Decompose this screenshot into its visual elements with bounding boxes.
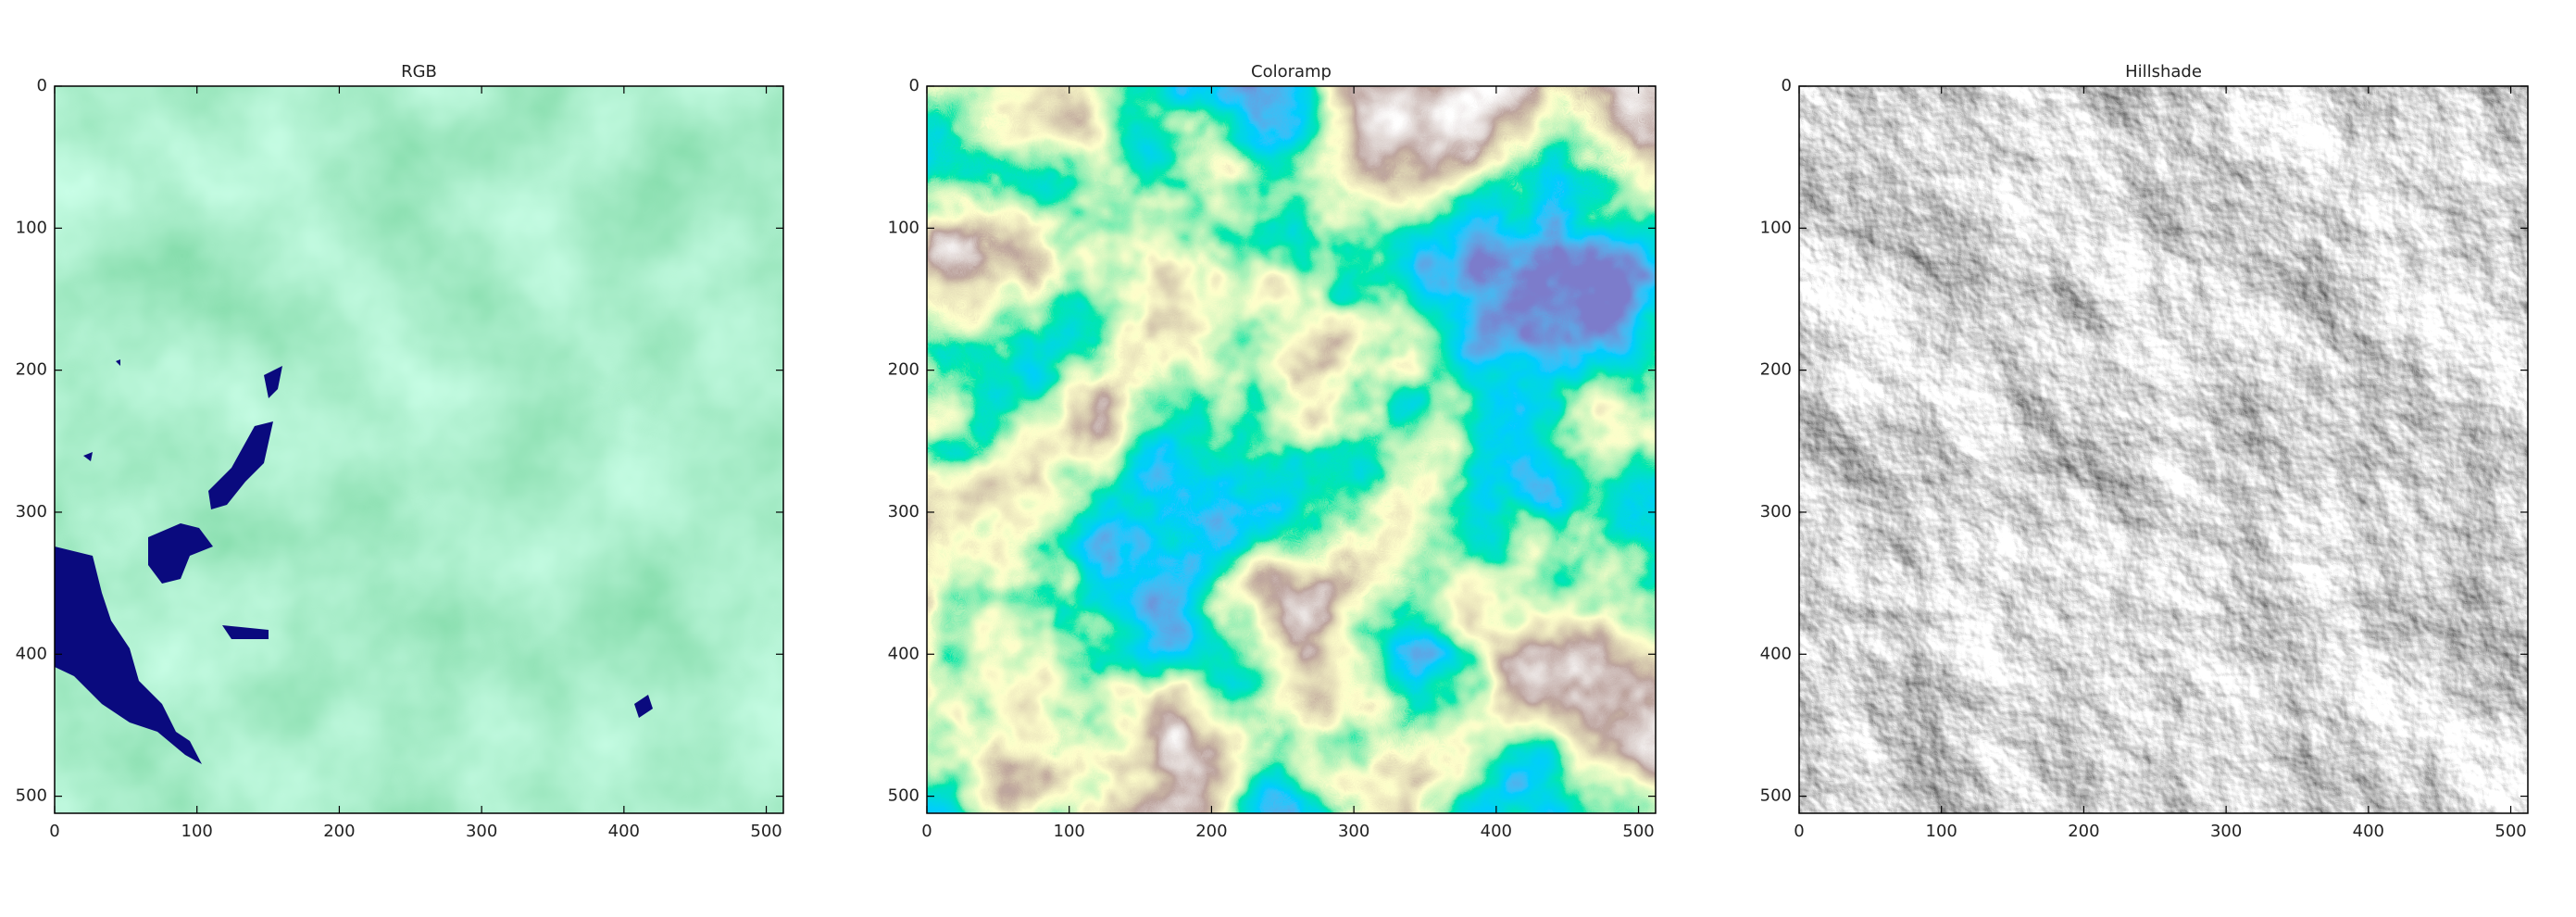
chart-title: Hillshade	[2125, 62, 2202, 82]
x-tick-label: 500	[2495, 822, 2526, 841]
x-tick-label: 200	[1195, 822, 1227, 841]
y-tick-label: 200	[888, 360, 919, 380]
x-tick-label: 0	[921, 822, 932, 841]
x-tick-label: 100	[1054, 822, 1085, 841]
y-tick-label: 0	[37, 76, 47, 95]
y-tick-label: 500	[16, 786, 47, 806]
y-tick-label: 200	[1760, 360, 1792, 380]
image-rgb	[55, 86, 783, 813]
x-tick-label: 300	[2210, 822, 2242, 841]
y-tick-label: 300	[888, 502, 919, 521]
y-tick-label: 500	[888, 786, 919, 806]
x-tick-label: 300	[466, 822, 497, 841]
y-tick-label: 400	[1760, 644, 1792, 663]
x-tick-label: 100	[181, 822, 213, 841]
y-tick-label: 0	[1782, 76, 1792, 95]
y-tick-label: 400	[888, 644, 919, 663]
x-tick-label: 200	[323, 822, 355, 841]
y-tick-label: 300	[16, 502, 47, 521]
x-tick-label: 400	[608, 822, 640, 841]
axes-frame	[926, 85, 1657, 814]
y-tick-label: 400	[16, 644, 47, 663]
x-tick-label: 0	[49, 822, 59, 841]
y-tick-label: 100	[16, 218, 47, 237]
axes-frame	[54, 85, 784, 814]
y-tick-label: 500	[1760, 786, 1792, 806]
x-tick-label: 500	[750, 822, 782, 841]
x-tick-label: 0	[1794, 822, 1804, 841]
image-coloramp	[927, 86, 1656, 813]
x-tick-label: 500	[1622, 822, 1654, 841]
x-tick-label: 400	[1481, 822, 1512, 841]
x-tick-label: 200	[2068, 822, 2099, 841]
chart-title: Coloramp	[1251, 62, 1332, 82]
chart-title: RGB	[401, 62, 437, 82]
image-hillshade	[1799, 86, 2528, 813]
axes-frame	[1798, 85, 2529, 814]
x-tick-label: 300	[1338, 822, 1369, 841]
x-tick-label: 100	[1926, 822, 1957, 841]
x-tick-label: 400	[2353, 822, 2384, 841]
y-tick-label: 0	[909, 76, 919, 95]
y-tick-label: 100	[1760, 218, 1792, 237]
y-tick-label: 200	[16, 360, 47, 380]
y-tick-label: 100	[888, 218, 919, 237]
y-tick-label: 300	[1760, 502, 1792, 521]
